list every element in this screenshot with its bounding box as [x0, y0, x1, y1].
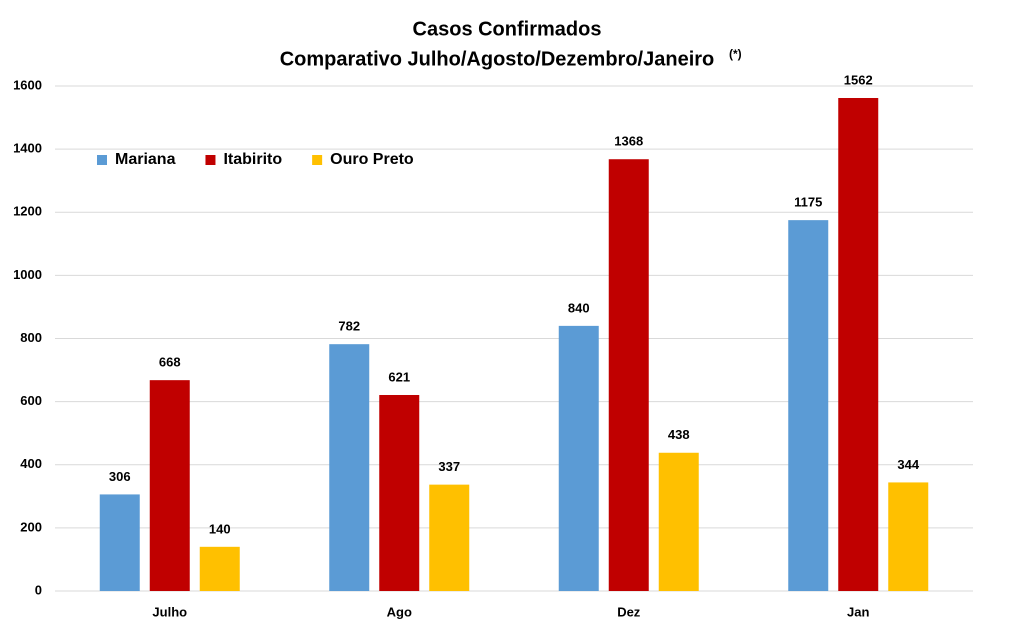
bar — [379, 394, 420, 591]
value-label: 668 — [159, 355, 181, 370]
subtitle-note: (*) — [729, 47, 742, 61]
value-label: 344 — [897, 457, 919, 472]
chart-title: Casos Confirmados — [413, 18, 602, 40]
bar — [888, 482, 929, 591]
value-label: 140 — [209, 521, 231, 536]
x-tick-label: Dez — [617, 604, 641, 619]
legend-label: Ouro Preto — [330, 151, 414, 168]
legend-swatch — [312, 155, 323, 165]
y-tick-label: 0 — [35, 582, 42, 597]
bar — [658, 452, 699, 591]
bar — [558, 325, 599, 591]
y-tick-label: 1200 — [13, 204, 42, 219]
value-label: 1175 — [794, 195, 822, 210]
x-tick-label: Jan — [847, 604, 869, 619]
bar — [429, 484, 470, 591]
y-tick-label: 1600 — [13, 77, 42, 92]
value-label: 782 — [338, 319, 360, 334]
value-label: 337 — [438, 459, 460, 474]
y-tick-label: 800 — [20, 330, 42, 345]
bar — [838, 97, 879, 592]
legend-swatch — [97, 155, 107, 165]
bar — [99, 494, 140, 591]
bar — [608, 159, 649, 591]
bar — [329, 344, 370, 591]
value-label: 1368 — [614, 134, 643, 149]
bar — [199, 546, 240, 591]
value-label: 840 — [568, 300, 590, 315]
y-tick-label: 200 — [20, 519, 42, 534]
legend-swatch — [205, 155, 216, 165]
y-tick-label: 1000 — [13, 267, 42, 282]
bar — [788, 220, 829, 591]
x-tick-label: Julho — [152, 604, 187, 619]
legend-label: Itabirito — [223, 151, 282, 168]
x-tick-label: Ago — [387, 604, 412, 619]
y-tick-label: 1400 — [13, 141, 42, 156]
value-label: 621 — [388, 369, 410, 384]
y-tick-label: 400 — [20, 456, 42, 471]
y-tick-label: 600 — [20, 393, 42, 408]
value-label: 1562 — [844, 72, 873, 87]
bar — [149, 380, 190, 591]
legend-label: Mariana — [115, 151, 176, 168]
value-label: 306 — [109, 469, 131, 484]
value-label: 438 — [668, 427, 690, 442]
chart-subtitle: Comparativo Julho/Agosto/Dezembro/Janeir… — [280, 48, 715, 70]
